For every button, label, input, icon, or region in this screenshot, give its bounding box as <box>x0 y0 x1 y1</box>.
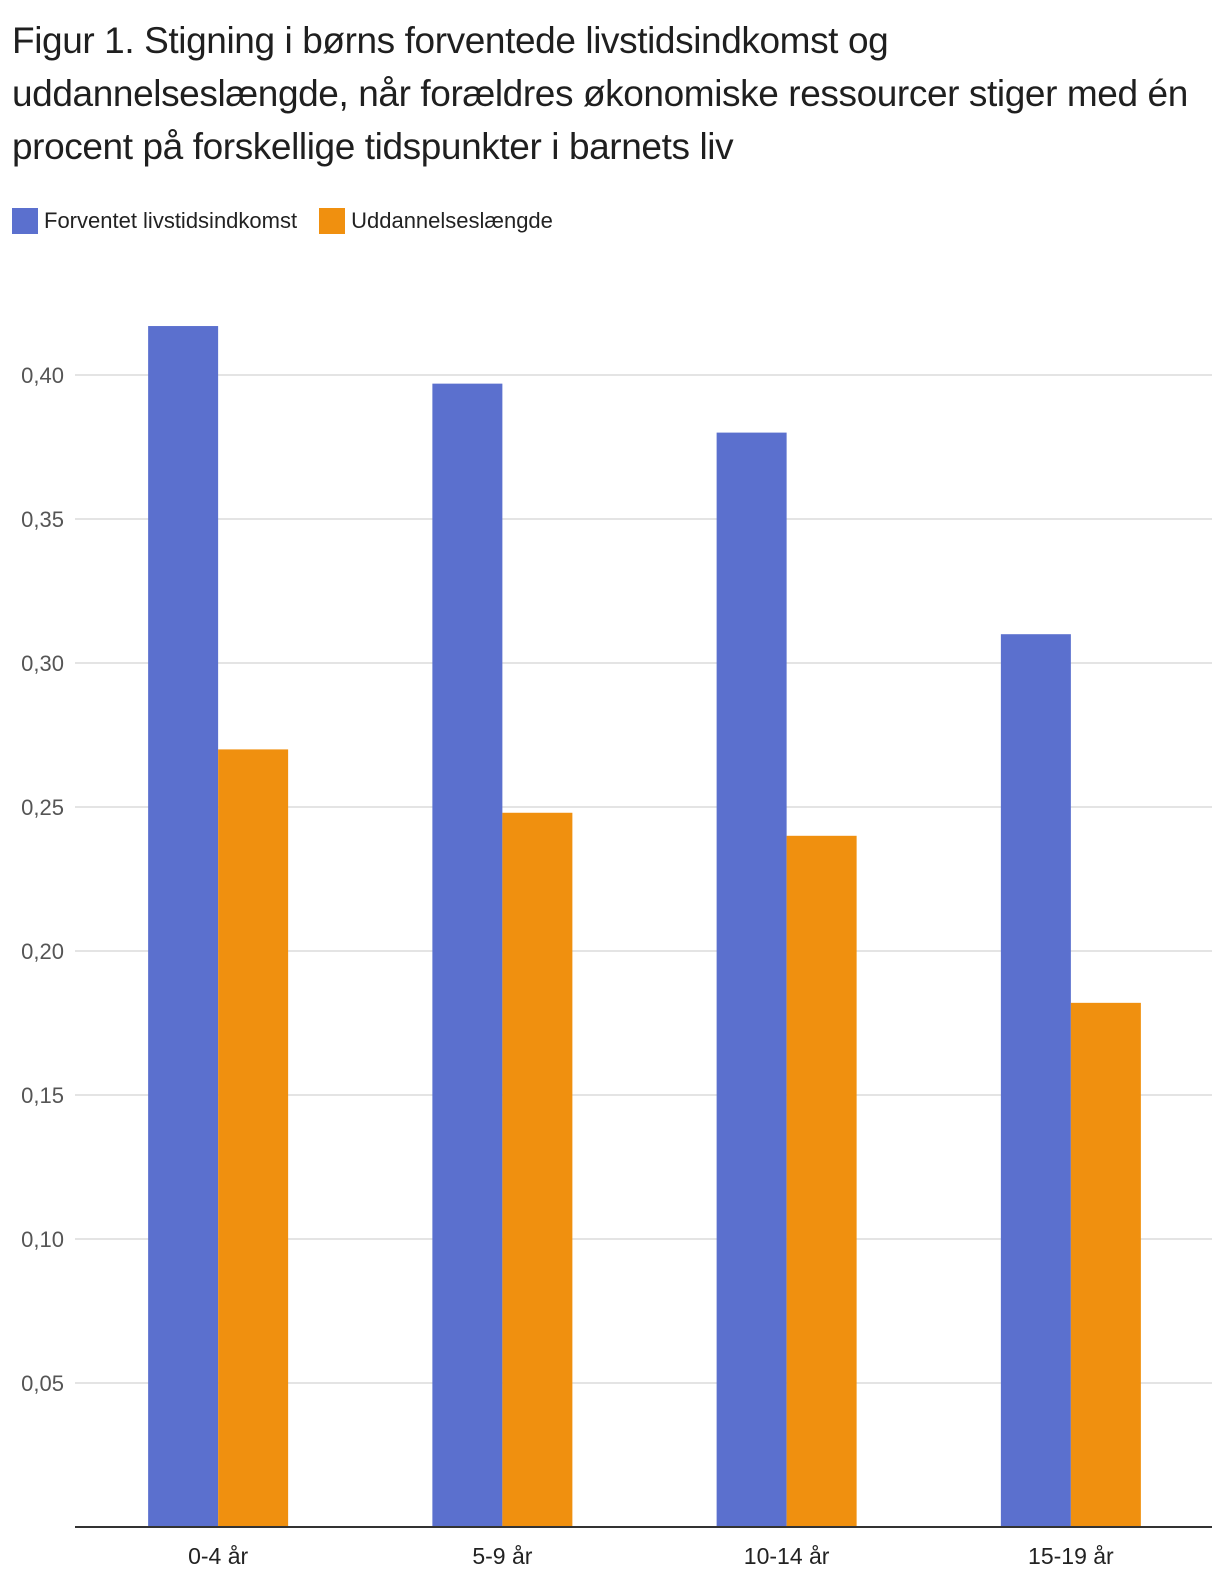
x-category-label: 0-4 år <box>188 1543 248 1569</box>
bar-education <box>502 812 573 1527</box>
y-tick-label: 0,10 <box>21 1227 64 1252</box>
y-tick-label: 0,40 <box>21 363 64 388</box>
legend: Forventet livstidsindkomst Uddannelseslæ… <box>12 208 575 234</box>
y-tick-label: 0,30 <box>21 651 64 676</box>
y-tick-label: 0,20 <box>21 939 64 964</box>
legend-item-education: Uddannelseslængde <box>319 208 553 234</box>
chart-title: Figur 1. Stigning i børns forventede liv… <box>12 20 1188 167</box>
y-tick-label: 0,05 <box>21 1371 64 1396</box>
bar-income <box>148 326 219 1527</box>
x-category-label: 15-19 år <box>1028 1543 1114 1569</box>
y-tick-label: 0,25 <box>21 795 64 820</box>
legend-item-income: Forventet livstidsindkomst <box>12 208 297 234</box>
bar-income <box>1000 634 1071 1527</box>
y-tick-label: 0,15 <box>21 1083 64 1108</box>
legend-label-education: Uddannelseslængde <box>351 208 553 233</box>
x-category-label: 5-9 år <box>472 1543 532 1569</box>
legend-label-income: Forventet livstidsindkomst <box>44 208 298 233</box>
bar-education <box>786 835 857 1527</box>
y-tick-label: 0,35 <box>21 507 64 532</box>
legend-swatch-education <box>319 208 346 234</box>
x-category-label: 10-14 år <box>744 1543 830 1569</box>
legend-swatch-income <box>12 208 38 234</box>
bar-income <box>716 432 787 1528</box>
bar-education <box>218 749 289 1527</box>
bar-income <box>432 383 503 1527</box>
bar-education <box>1070 1002 1141 1527</box>
